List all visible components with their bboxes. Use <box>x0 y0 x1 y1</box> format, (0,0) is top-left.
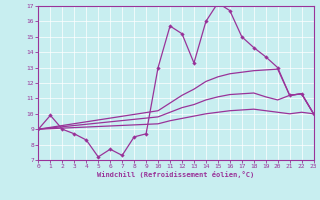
X-axis label: Windchill (Refroidissement éolien,°C): Windchill (Refroidissement éolien,°C) <box>97 171 255 178</box>
